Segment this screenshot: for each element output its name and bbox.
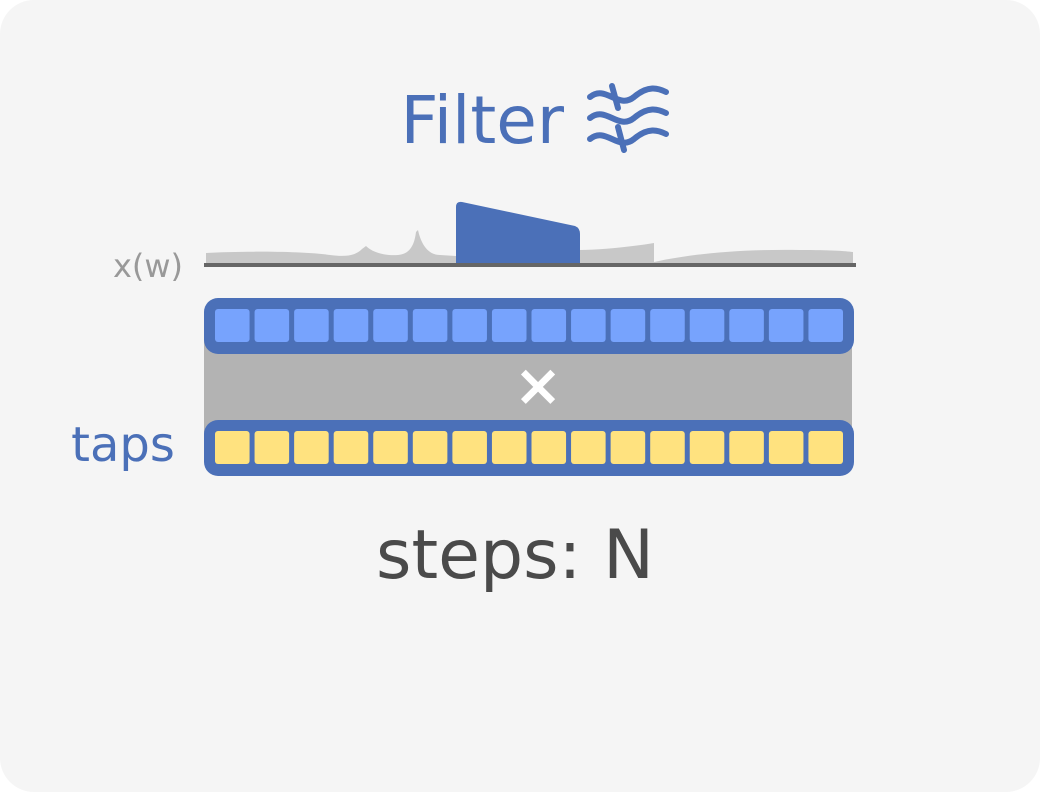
tap-cell [768,431,804,464]
tap-cell [333,431,369,464]
input-cell [294,309,329,342]
steps-label: steps: N [376,516,654,595]
input-cells [215,309,843,342]
tap-cell [254,431,290,464]
spectrum-shape-mid [580,243,654,265]
filter-waves-icon [587,83,669,153]
tap-cell [215,431,250,464]
input-cell [491,309,527,342]
tap-cell [808,431,843,464]
input-cell [452,309,487,342]
input-cell [610,309,646,342]
taps-cells [215,431,843,464]
tap-cell [294,431,329,464]
input-cell [531,309,567,342]
taps-label: taps [71,417,175,473]
tap-cell [491,431,527,464]
input-cell [689,309,725,342]
tap-cell [729,431,764,464]
input-cell [333,309,369,342]
diagram-title: Filter [401,82,565,159]
filter-passband [456,201,580,265]
spectrum-label: x(w) [113,247,183,285]
input-cell [768,309,804,342]
input-cell [412,309,448,342]
input-cell [571,309,606,342]
tap-cell [412,431,448,464]
tap-cell [531,431,567,464]
input-cell [650,309,685,342]
tap-cell [610,431,646,464]
input-cell [808,309,843,342]
input-cell [215,309,250,342]
input-cell [254,309,290,342]
tap-cell [650,431,685,464]
input-cell [729,309,764,342]
input-cell [373,309,408,342]
tap-cell [571,431,606,464]
multiply-operator: × [514,351,563,419]
spectrum-shape [206,230,456,265]
tap-cell [373,431,408,464]
spectrum-shape-right [654,249,853,265]
tap-cell [452,431,487,464]
tap-cell [689,431,725,464]
